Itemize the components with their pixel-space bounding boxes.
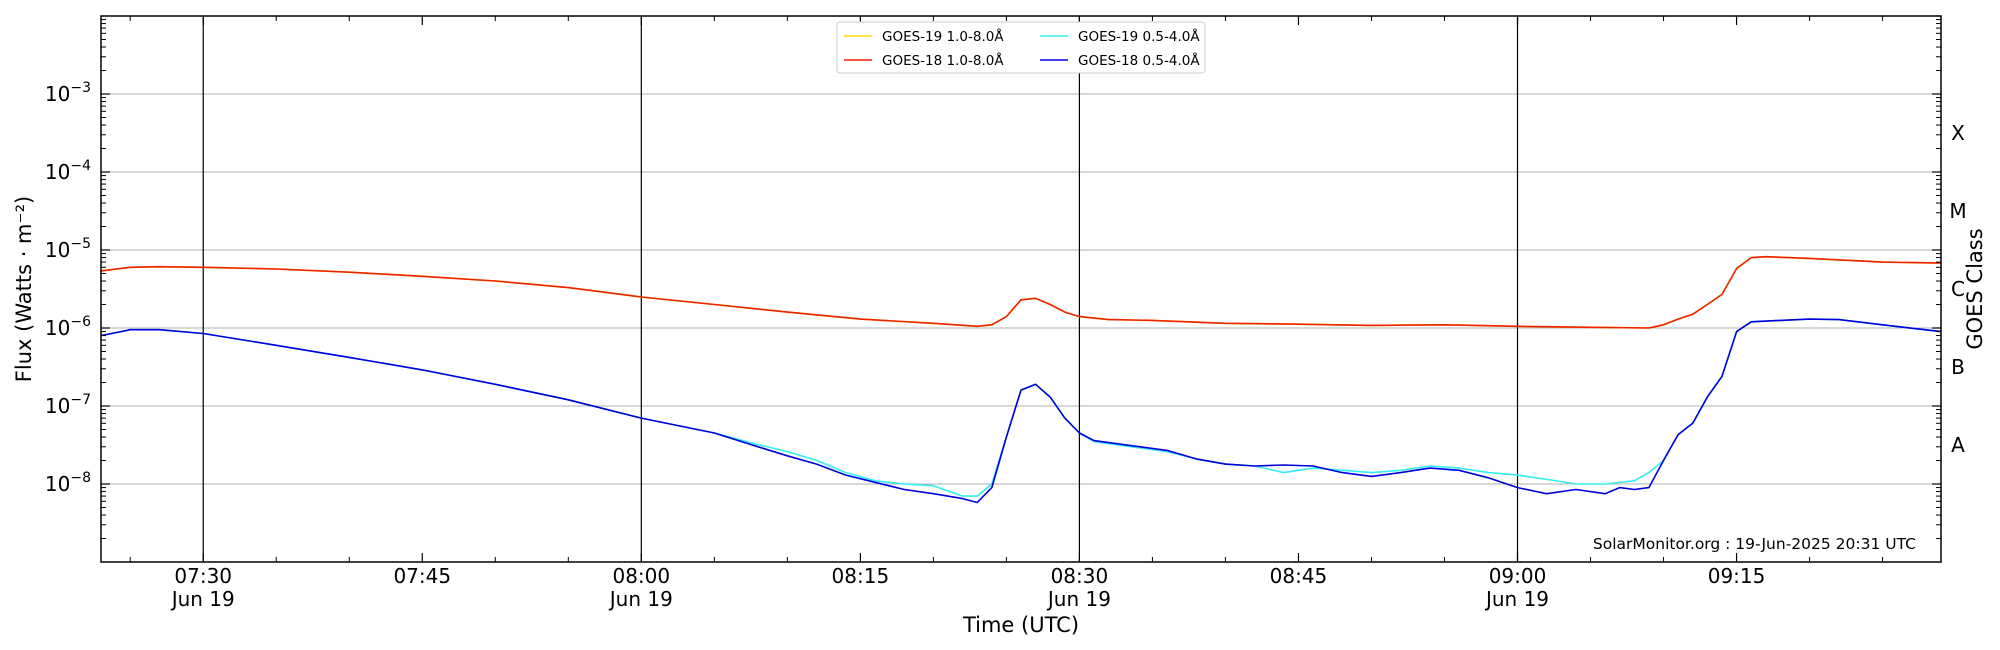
x-tick-date-label: Jun 19: [608, 587, 673, 611]
y-gridlines: [101, 93, 1941, 485]
x-tick-label: 08:45: [1270, 564, 1328, 588]
x-tick-label: 08:30: [1051, 564, 1109, 588]
goes-class-label: M: [1949, 199, 1966, 223]
y-tick-label: 10−5: [45, 236, 91, 262]
goes-class-label: C: [1951, 277, 1965, 301]
x-tick-label: 07:45: [393, 564, 451, 588]
legend-box: [836, 21, 1206, 74]
plot-frame: [100, 15, 1942, 563]
y-tick-label: 10−6: [45, 314, 91, 340]
goes-class-label: B: [1951, 355, 1965, 379]
x-tick-label: 09:00: [1489, 564, 1547, 588]
x-tick-date-label: Jun 19: [1484, 587, 1549, 611]
x-axis-title: Time (UTC): [962, 613, 1079, 637]
x-tick-label: 07:30: [174, 564, 232, 588]
credit-text: SolarMonitor.org : 19-Jun-2025 20:31 UTC: [1593, 535, 1916, 553]
legend: GOES-19 1.0-8.0Å GOES-18 1.0-8.0Å GOES-19 …: [836, 21, 1206, 74]
series-line: [100, 318, 1942, 497]
y-tick-label: 10−4: [45, 158, 91, 184]
day-marker-lines: [202, 16, 1519, 562]
x-tick-label: 08:15: [832, 564, 890, 588]
x-tick-date-label: Jun 19: [1046, 587, 1111, 611]
x-tick-label: 09:15: [1708, 564, 1766, 588]
y-axis-title: Flux (Watts · m⁻²): [12, 196, 36, 382]
y-axis-title-right: GOES Class: [1963, 228, 1987, 349]
y-tick-label: 10−8: [45, 470, 91, 496]
legend-label: GOES-19 1.0-8.0Å: [882, 28, 1004, 45]
legend-label: GOES-19 0.5-4.0Å: [1078, 28, 1200, 45]
legend-label: GOES-18 0.5-4.0Å: [1078, 52, 1200, 69]
x-tick-date-label: Jun 19: [170, 587, 235, 611]
goes-class-label: X: [1951, 121, 1965, 145]
goes-class-label: A: [1951, 433, 1965, 457]
flux-series: [100, 255, 1942, 504]
series-line: [100, 318, 1942, 504]
y-tick-label: 10−7: [45, 392, 91, 418]
legend-label: GOES-18 1.0-8.0Å: [882, 52, 1004, 69]
x-tick-label: 08:00: [612, 564, 670, 588]
series-line: [100, 255, 1942, 329]
y-tick-label: 10−3: [45, 80, 91, 106]
axis-ticks: [101, 16, 1941, 562]
series-line: [100, 255, 1942, 329]
